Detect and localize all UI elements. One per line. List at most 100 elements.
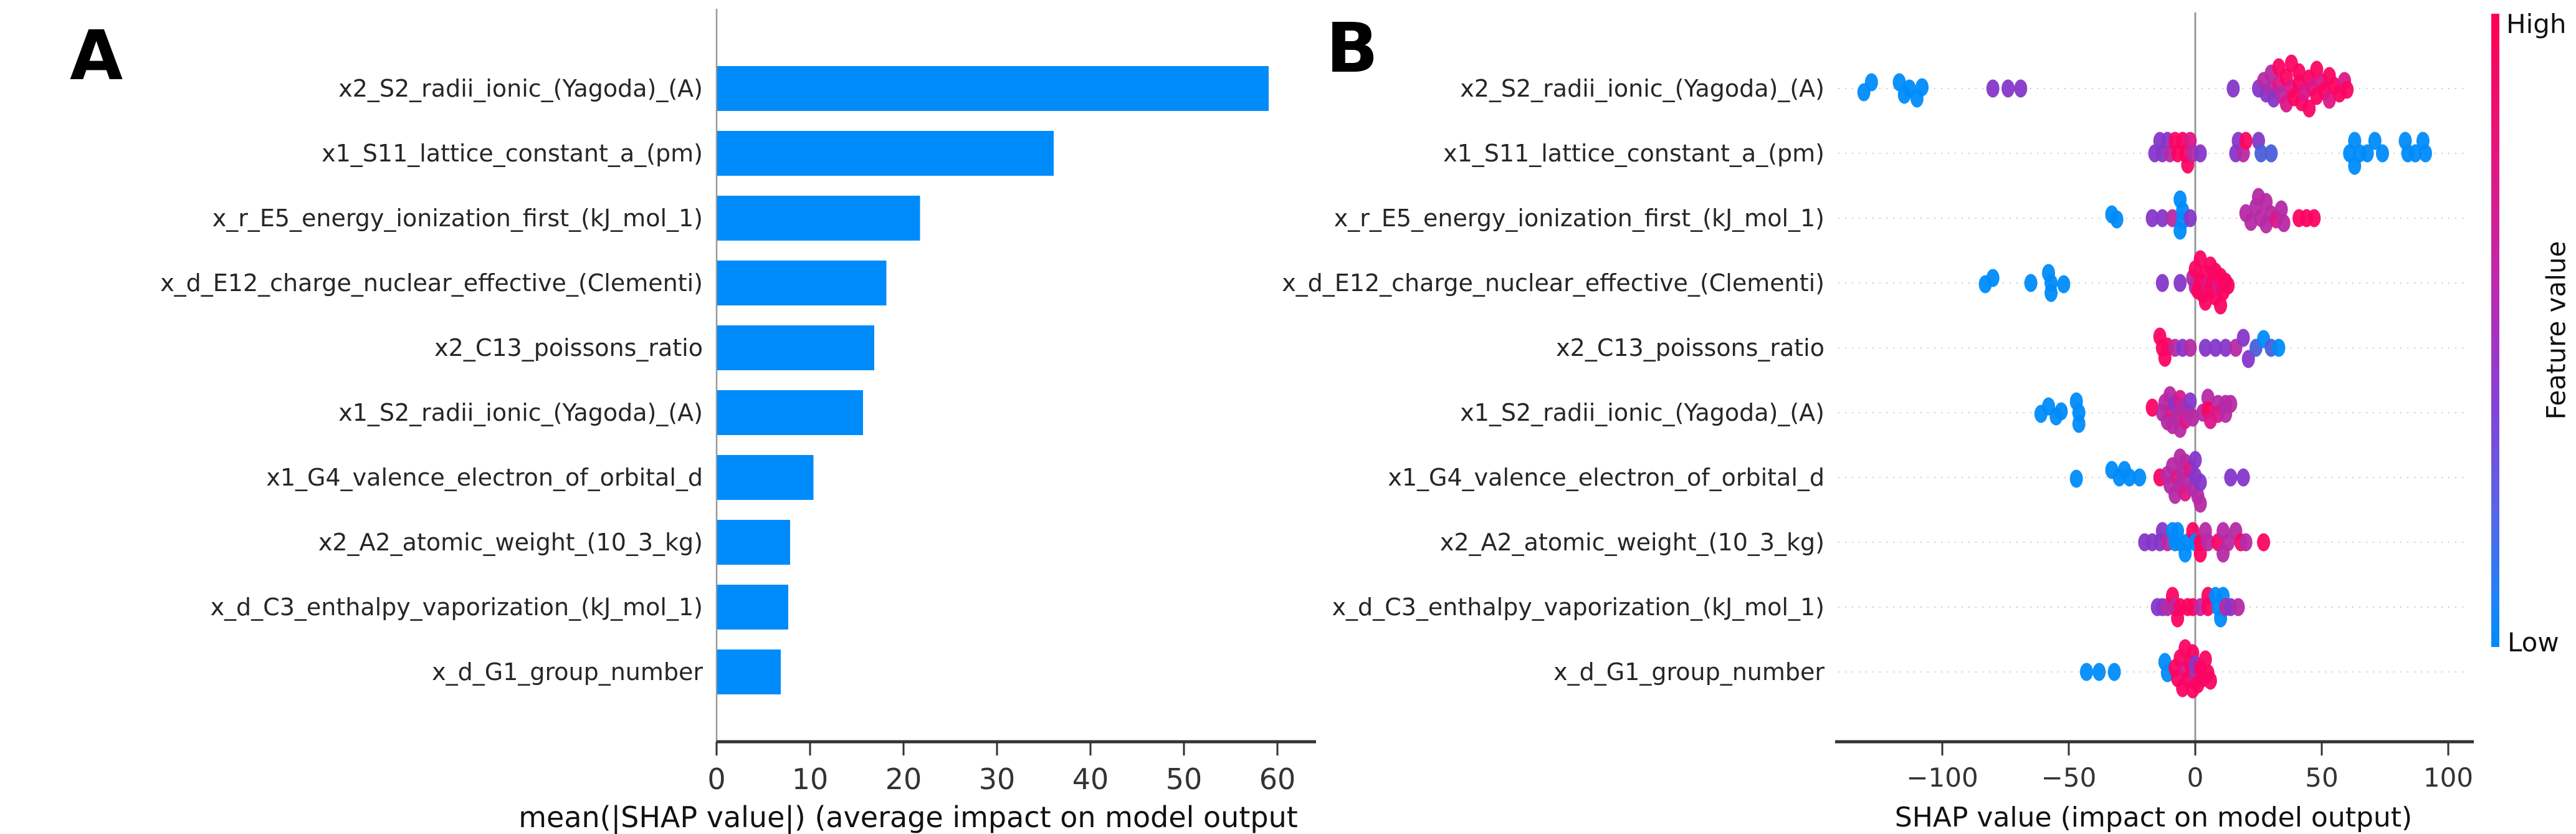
beeswarm-dot [2193, 494, 2207, 513]
beeswarm-dot [2198, 338, 2212, 357]
beeswarm-dot [2155, 274, 2169, 292]
beeswarm-dot [1915, 78, 1929, 97]
beeswarm-dot [2214, 296, 2228, 315]
beeswarm-dot [2307, 209, 2321, 228]
beeswarm-dot [2110, 210, 2124, 229]
beeswarm-dot [2201, 533, 2215, 552]
beeswarm-dot [1986, 269, 2000, 287]
beeswarm-dot [2133, 468, 2147, 487]
beeswarm-dot [2092, 663, 2106, 681]
bar [717, 66, 1269, 111]
tick-label: 60 [1259, 762, 1296, 796]
colorbar-low-label: Low [2507, 627, 2559, 658]
beeswarm-dot [2198, 650, 2212, 669]
tick-label: −100 [1906, 762, 1978, 793]
feature-label: x_r_E5_energy_ionization_first_(kJ_mol_1… [212, 204, 703, 232]
feature-label: x_d_C3_enthalpy_vaporization_(kJ_mol_1) [211, 593, 703, 621]
beeswarm-dot [2201, 388, 2215, 407]
feature-label: x2_A2_atomic_weight_(10_3_kg) [1440, 529, 1825, 556]
bar [717, 390, 863, 435]
beeswarm-dot [2145, 398, 2159, 417]
beeswarm-dot [2203, 671, 2217, 690]
colorbar-title: Feature value [2540, 241, 2572, 420]
beeswarm-dot [2001, 79, 2015, 98]
beeswarm-dot [2024, 274, 2038, 292]
feature-label: x1_S11_lattice_constant_a_(pm) [1443, 140, 1825, 167]
beeswarm-dot [2072, 415, 2086, 433]
bar [717, 261, 887, 305]
bar [717, 520, 790, 565]
beeswarm-dot [2079, 663, 2093, 681]
beeswarm-dot [2274, 200, 2288, 219]
beeswarm-dot [2236, 328, 2250, 347]
beeswarm-dot [2236, 468, 2250, 487]
beeswarm-dot [2254, 144, 2268, 163]
tick-label: 10 [792, 762, 829, 796]
bar [717, 455, 814, 500]
beeswarm-dot [2054, 402, 2068, 421]
beeswarm-dot [2244, 213, 2258, 231]
tick-label: 20 [885, 762, 922, 796]
beeswarm-dot [2219, 338, 2233, 357]
beeswarm-dot [2226, 79, 2240, 98]
feature-label: x1_S2_radii_ionic_(Yagoda)_(A) [338, 399, 703, 426]
panel-a-xaxis-title: mean(|SHAP value|) (average impact on mo… [518, 800, 1298, 834]
feature-label: x2_A2_atomic_weight_(10_3_kg) [318, 529, 703, 556]
tick-label: 40 [1072, 762, 1109, 796]
beeswarm-dot [2057, 275, 2071, 294]
beeswarm-dot [2183, 338, 2197, 357]
feature-label: x_r_E5_energy_ionization_first_(kJ_mol_1… [1334, 204, 1825, 232]
beeswarm-dot [2257, 533, 2271, 552]
feature-label: x_d_G1_group_number [432, 658, 703, 686]
tick-label: 50 [1166, 762, 1203, 796]
beeswarm-dot [2014, 79, 2028, 98]
beeswarm-dot [2368, 132, 2382, 150]
feature-label: x1_G4_valence_electron_of_orbital_d [1388, 464, 1825, 491]
feature-label: x_d_E12_charge_nuclear_effective_(Clemen… [160, 269, 703, 297]
beeswarm-dot [2069, 469, 2083, 488]
panel-b-letter: B [1326, 8, 1378, 88]
beeswarm-dot [1986, 79, 2000, 98]
beeswarm-dot [2231, 598, 2245, 616]
beeswarm-dot [2221, 276, 2235, 295]
beeswarm-dot [2193, 144, 2207, 163]
tick-label: 0 [2187, 762, 2204, 793]
feature-label: x2_S2_radii_ionic_(Yagoda)_(A) [1460, 75, 1825, 102]
beeswarm-dot [2188, 451, 2202, 469]
colorbar-high-label: High [2506, 9, 2567, 39]
feature-label: x_d_G1_group_number [1553, 658, 1825, 686]
tick-label: 0 [707, 762, 725, 796]
beeswarm-dot [2193, 473, 2207, 492]
feature-value-colorbar [2491, 14, 2499, 647]
beeswarm-dot [2183, 392, 2197, 411]
bar [717, 585, 788, 630]
beeswarm-dot [2044, 284, 2058, 302]
bar [717, 196, 920, 241]
beeswarm-dot [2408, 144, 2422, 163]
beeswarm-dot [2122, 468, 2136, 487]
tick-label: 50 [2305, 762, 2338, 793]
beeswarm-dot [2208, 338, 2222, 357]
panel-a-letter: A [70, 16, 123, 95]
beeswarm-dot [2155, 209, 2169, 228]
beeswarm-dot [2277, 214, 2291, 232]
beeswarm-dot [2322, 90, 2336, 109]
feature-label: x2_C13_poissons_ratio [1556, 334, 1825, 362]
tick-label: −50 [2041, 762, 2097, 793]
beeswarm-dot [2264, 144, 2278, 163]
beeswarm-dot [1864, 73, 1878, 92]
beeswarm-dot [2165, 209, 2179, 228]
feature-label: x_d_E12_charge_nuclear_effective_(Clemen… [1282, 269, 1825, 297]
beeswarm-dot [2224, 395, 2238, 413]
feature-label: x1_G4_valence_electron_of_orbital_d [266, 464, 703, 491]
beeswarm-dot [2193, 250, 2207, 269]
panel-b-xaxis-title: SHAP value (impact on model output) [1894, 802, 2413, 833]
beeswarm-dot [2375, 144, 2389, 163]
beeswarm-dot [2107, 663, 2121, 681]
beeswarm-dot [2224, 468, 2238, 487]
feature-label: x2_C13_poissons_ratio [434, 334, 703, 362]
feature-label: x1_S11_lattice_constant_a_(pm) [322, 140, 703, 167]
beeswarm-dot [2239, 533, 2253, 552]
